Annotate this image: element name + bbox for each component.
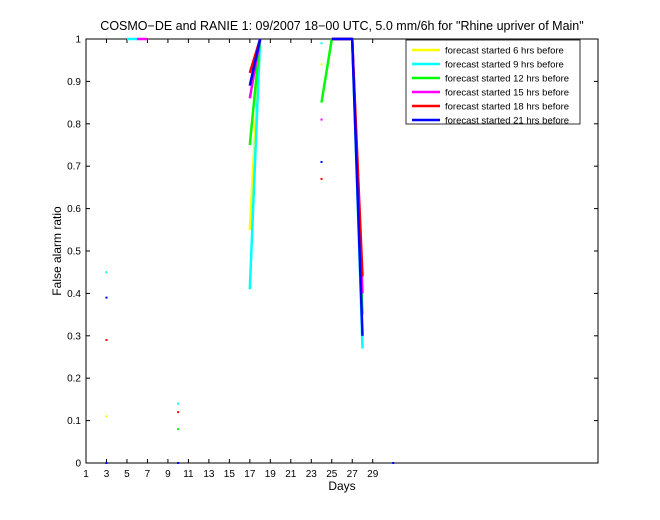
y-tick-label: 0.1 [67, 416, 81, 427]
data-point [105, 339, 108, 342]
chart-title: COSMO−DE and RANIE 1: 09/2007 18−00 UTC,… [100, 19, 583, 33]
series-line [248, 38, 262, 146]
series-line [248, 38, 262, 86]
x-tick-label: 29 [367, 469, 379, 480]
data-point [105, 462, 108, 464]
legend-label: forecast started 15 hrs before [445, 88, 569, 99]
x-tick-label: 19 [265, 469, 277, 480]
x-tick-label: 27 [347, 469, 359, 480]
series-layer [105, 37, 395, 464]
data-point [105, 271, 108, 274]
data-point [177, 428, 180, 431]
x-tick-label: 13 [203, 469, 215, 480]
x-tick-label: 5 [124, 469, 130, 480]
series-line [248, 38, 262, 290]
y-tick-label: 0.8 [67, 119, 81, 130]
x-tick-label: 23 [306, 469, 318, 480]
data-point [320, 177, 323, 180]
y-axis-label: False alarm ratio [50, 206, 64, 296]
data-point [320, 160, 323, 163]
axis-ticks: 1 3 5 7 9 11 13 15 17 19 21 23 25 27 2900.10.20.30.40.… [67, 35, 598, 480]
legend: forecast started 6 hrs before forecast st… [405, 39, 581, 127]
data-point [392, 462, 395, 464]
legend-label: forecast started 12 hrs before [445, 74, 569, 85]
y-tick-label: 0.5 [67, 247, 81, 258]
y-tick-label: 0.9 [67, 77, 81, 88]
x-tick-label: 9 [165, 469, 171, 480]
legend-box [405, 39, 581, 125]
series-6 [105, 37, 395, 464]
y-tick-label: 0.4 [67, 289, 81, 300]
y-tick-label: 0.7 [67, 162, 81, 173]
series-line [331, 37, 364, 336]
legend-label: forecast started 6 hrs before [445, 46, 564, 57]
data-point [320, 63, 323, 66]
x-tick-label: 3 [104, 469, 110, 480]
legend-label: forecast started 18 hrs before [445, 102, 569, 113]
data-point [177, 411, 180, 414]
x-tick-label: 11 [183, 469, 194, 480]
data-point [177, 462, 180, 464]
x-tick-label: 1 [83, 469, 89, 480]
y-tick-label: 1 [75, 35, 81, 46]
data-point [320, 42, 323, 45]
y-tick-label: 0.3 [67, 331, 81, 342]
data-point [105, 296, 108, 299]
data-point [105, 415, 108, 418]
x-tick-label: 17 [244, 469, 256, 480]
x-axis-label: Days [328, 479, 355, 493]
legend-label: forecast started 9 hrs before [445, 60, 564, 71]
legend-label: forecast started 21 hrs before [445, 116, 569, 127]
y-tick-label: 0.6 [67, 204, 81, 215]
data-point [177, 402, 180, 405]
x-tick-label: 21 [285, 469, 297, 480]
y-tick-label: 0 [75, 459, 81, 470]
data-point [320, 118, 323, 121]
y-tick-label: 0.2 [67, 374, 81, 385]
x-tick-label: 25 [326, 469, 338, 480]
x-tick-label: 7 [145, 469, 151, 480]
x-tick-label: 15 [224, 469, 236, 480]
